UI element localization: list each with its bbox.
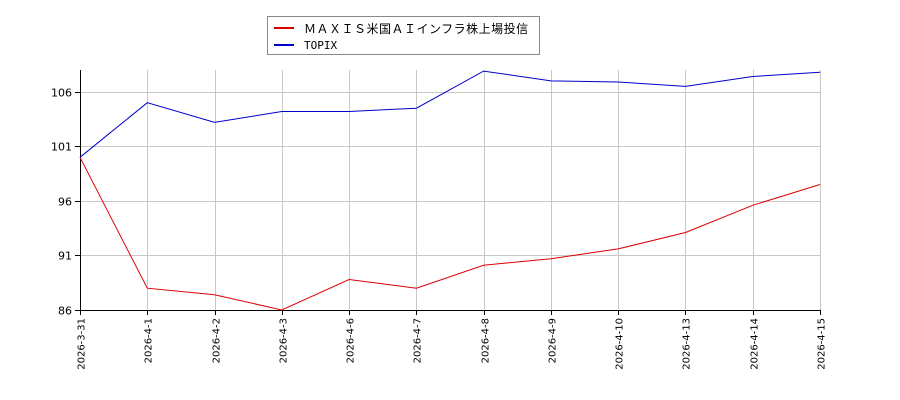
x-tick-label: 2026-3-31: [77, 318, 88, 370]
y-tick-label: 106: [51, 87, 72, 100]
series-line-topix: [79, 70, 821, 158]
x-tick-label: 2026-4-14: [750, 318, 761, 370]
x-tick-label: 2026-4-7: [413, 318, 424, 363]
x-tick-label: 2026-4-9: [548, 318, 559, 363]
x-tick-label: 2026-4-1: [144, 318, 155, 363]
x-tick-label: 2026-4-10: [615, 318, 626, 370]
y-tick-label: 96: [58, 196, 72, 209]
axes: 86 91 96 101 106 2026-3-31 2026-4-1 2026-4-2 202…: [51, 70, 828, 370]
legend-item-topix: TOPIX: [274, 37, 337, 53]
series-line-maxis: [79, 157, 821, 311]
x-tick-label: 2026-4-3: [279, 318, 290, 363]
x-tick-label: 2026-4-15: [817, 318, 828, 370]
x-tick-label: 2026-4-6: [346, 318, 357, 363]
x-tick-label: 2026-4-2: [212, 318, 223, 363]
legend-label: ＭＡＸＩＳ米国ＡＩインフラ株上場投信: [304, 21, 529, 36]
x-tick-label: 2026-4-13: [682, 318, 693, 370]
legend-swatch-red: [274, 27, 294, 29]
legend-item-maxis: ＭＡＸＩＳ米国ＡＩインフラ株上場投信: [274, 20, 529, 36]
data-series: [79, 70, 821, 311]
chart-legend: ＭＡＸＩＳ米国ＡＩインフラ株上場投信 TOPIX: [267, 16, 540, 55]
x-tick-label: 2026-4-8: [481, 318, 492, 363]
legend-label: TOPIX: [304, 38, 338, 52]
grid-lines: [80, 70, 821, 310]
y-tick-label: 91: [58, 250, 72, 263]
legend-swatch-blue: [274, 44, 294, 46]
y-tick-label: 101: [51, 141, 72, 154]
y-tick-label: 86: [58, 305, 72, 318]
